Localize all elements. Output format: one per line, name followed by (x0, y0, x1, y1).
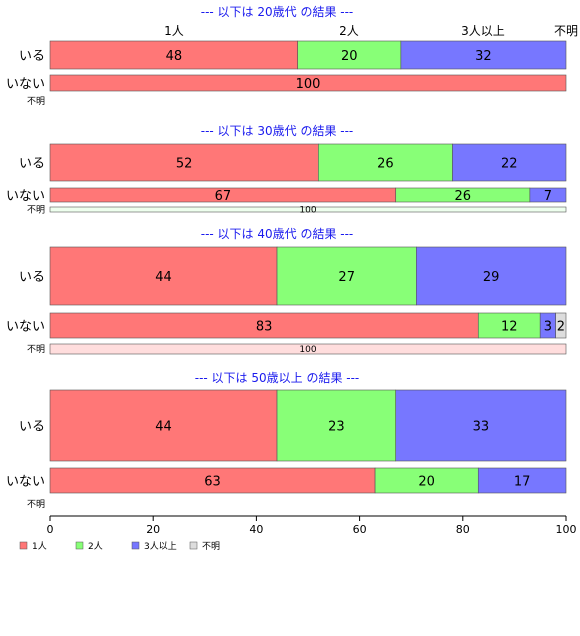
bar-segment-1人 (49, 40, 298, 70)
legend-label: 2人 (88, 541, 103, 552)
value-label: 44 (155, 420, 172, 435)
value-label: 17 (514, 475, 531, 490)
value-label: 27 (338, 270, 355, 285)
row-label: いない (6, 475, 45, 490)
bar-segment-2人 (276, 246, 417, 306)
bar-segment-1人 (49, 246, 278, 306)
bar-segment-2人 (49, 206, 567, 213)
value-label: 20 (341, 49, 358, 64)
row-label: いる (19, 270, 45, 285)
legend-swatch (19, 541, 28, 550)
bar-segment-2人 (276, 389, 397, 462)
value-label: 2 (557, 320, 565, 335)
value-label: 3 (544, 320, 552, 335)
row-label: いる (19, 49, 45, 64)
bar-segment-1人 (49, 74, 567, 92)
group-title: --- 以下は 40歳代 の結果 --- (201, 227, 354, 241)
row-label: 不明 (27, 205, 45, 216)
value-label: 26 (455, 189, 472, 204)
value-label: 12 (501, 320, 518, 335)
value-label: 33 (473, 420, 490, 435)
group-title: --- 以下は 30歳代 の結果 --- (201, 124, 354, 138)
x-tick-label: 80 (456, 523, 470, 536)
value-label: 48 (166, 49, 183, 64)
row-label: いる (19, 157, 45, 172)
bar-segment-1人 (49, 343, 567, 355)
row-label: 不明 (27, 499, 45, 510)
value-label: 52 (176, 157, 193, 172)
value-label: 29 (483, 270, 500, 285)
legend-swatch (75, 541, 84, 550)
bar-segment-2人 (477, 312, 541, 339)
value-label: 32 (475, 49, 492, 64)
legend-swatch (131, 541, 140, 550)
row-label: いる (19, 420, 45, 435)
legend-swatch (189, 541, 198, 550)
value-label: 26 (377, 157, 394, 172)
column-header-1: 2人 (339, 24, 359, 38)
legend-label: 不明 (202, 541, 220, 552)
bar-segment-不明 (555, 312, 567, 339)
value-label: 44 (155, 270, 172, 285)
bar-segment-3人以上 (452, 143, 567, 182)
bar-segment-2人 (297, 40, 402, 70)
bar-segment-3人以上 (416, 246, 567, 306)
legend-label: 3人以上 (144, 541, 177, 552)
value-label: 83 (256, 320, 273, 335)
x-tick-label: 40 (249, 523, 263, 536)
bar-segment-1人 (49, 143, 319, 182)
row-label: いない (6, 189, 45, 204)
bar-segment-3人以上 (477, 467, 567, 494)
bar-segment-3人以上 (400, 40, 567, 70)
bar-segment-1人 (49, 389, 278, 462)
row-label: いない (6, 77, 45, 92)
column-header-3: 不明 (554, 24, 578, 38)
group-title: --- 以下は 20歳代 の結果 --- (201, 5, 354, 19)
value-label: 23 (328, 420, 345, 435)
x-tick-label: 20 (146, 523, 160, 536)
x-tick-label: 60 (353, 523, 367, 536)
value-label: 100 (299, 345, 316, 355)
value-label: 67 (215, 189, 232, 204)
value-label: 7 (544, 189, 552, 204)
legend-label: 1人 (32, 541, 47, 552)
value-label: 20 (418, 475, 435, 490)
bar-segment-2人 (374, 467, 479, 494)
column-header-0: 1人 (164, 24, 184, 38)
bar-segment-2人 (318, 143, 453, 182)
row-label: 不明 (27, 96, 45, 107)
row-label: いない (6, 320, 45, 335)
x-tick-label: 0 (47, 523, 54, 536)
value-label: 100 (296, 77, 321, 92)
value-label: 100 (299, 206, 316, 216)
column-header-2: 3人以上 (461, 24, 505, 38)
bar-segment-3人以上 (529, 187, 567, 203)
value-label: 22 (501, 157, 518, 172)
value-label: 63 (204, 475, 221, 490)
x-tick-label: 100 (556, 523, 577, 536)
row-label: 不明 (27, 344, 45, 355)
bar-segment-3人以上 (395, 389, 567, 462)
group-title: --- 以下は 50歳以上 の結果 --- (195, 371, 360, 385)
